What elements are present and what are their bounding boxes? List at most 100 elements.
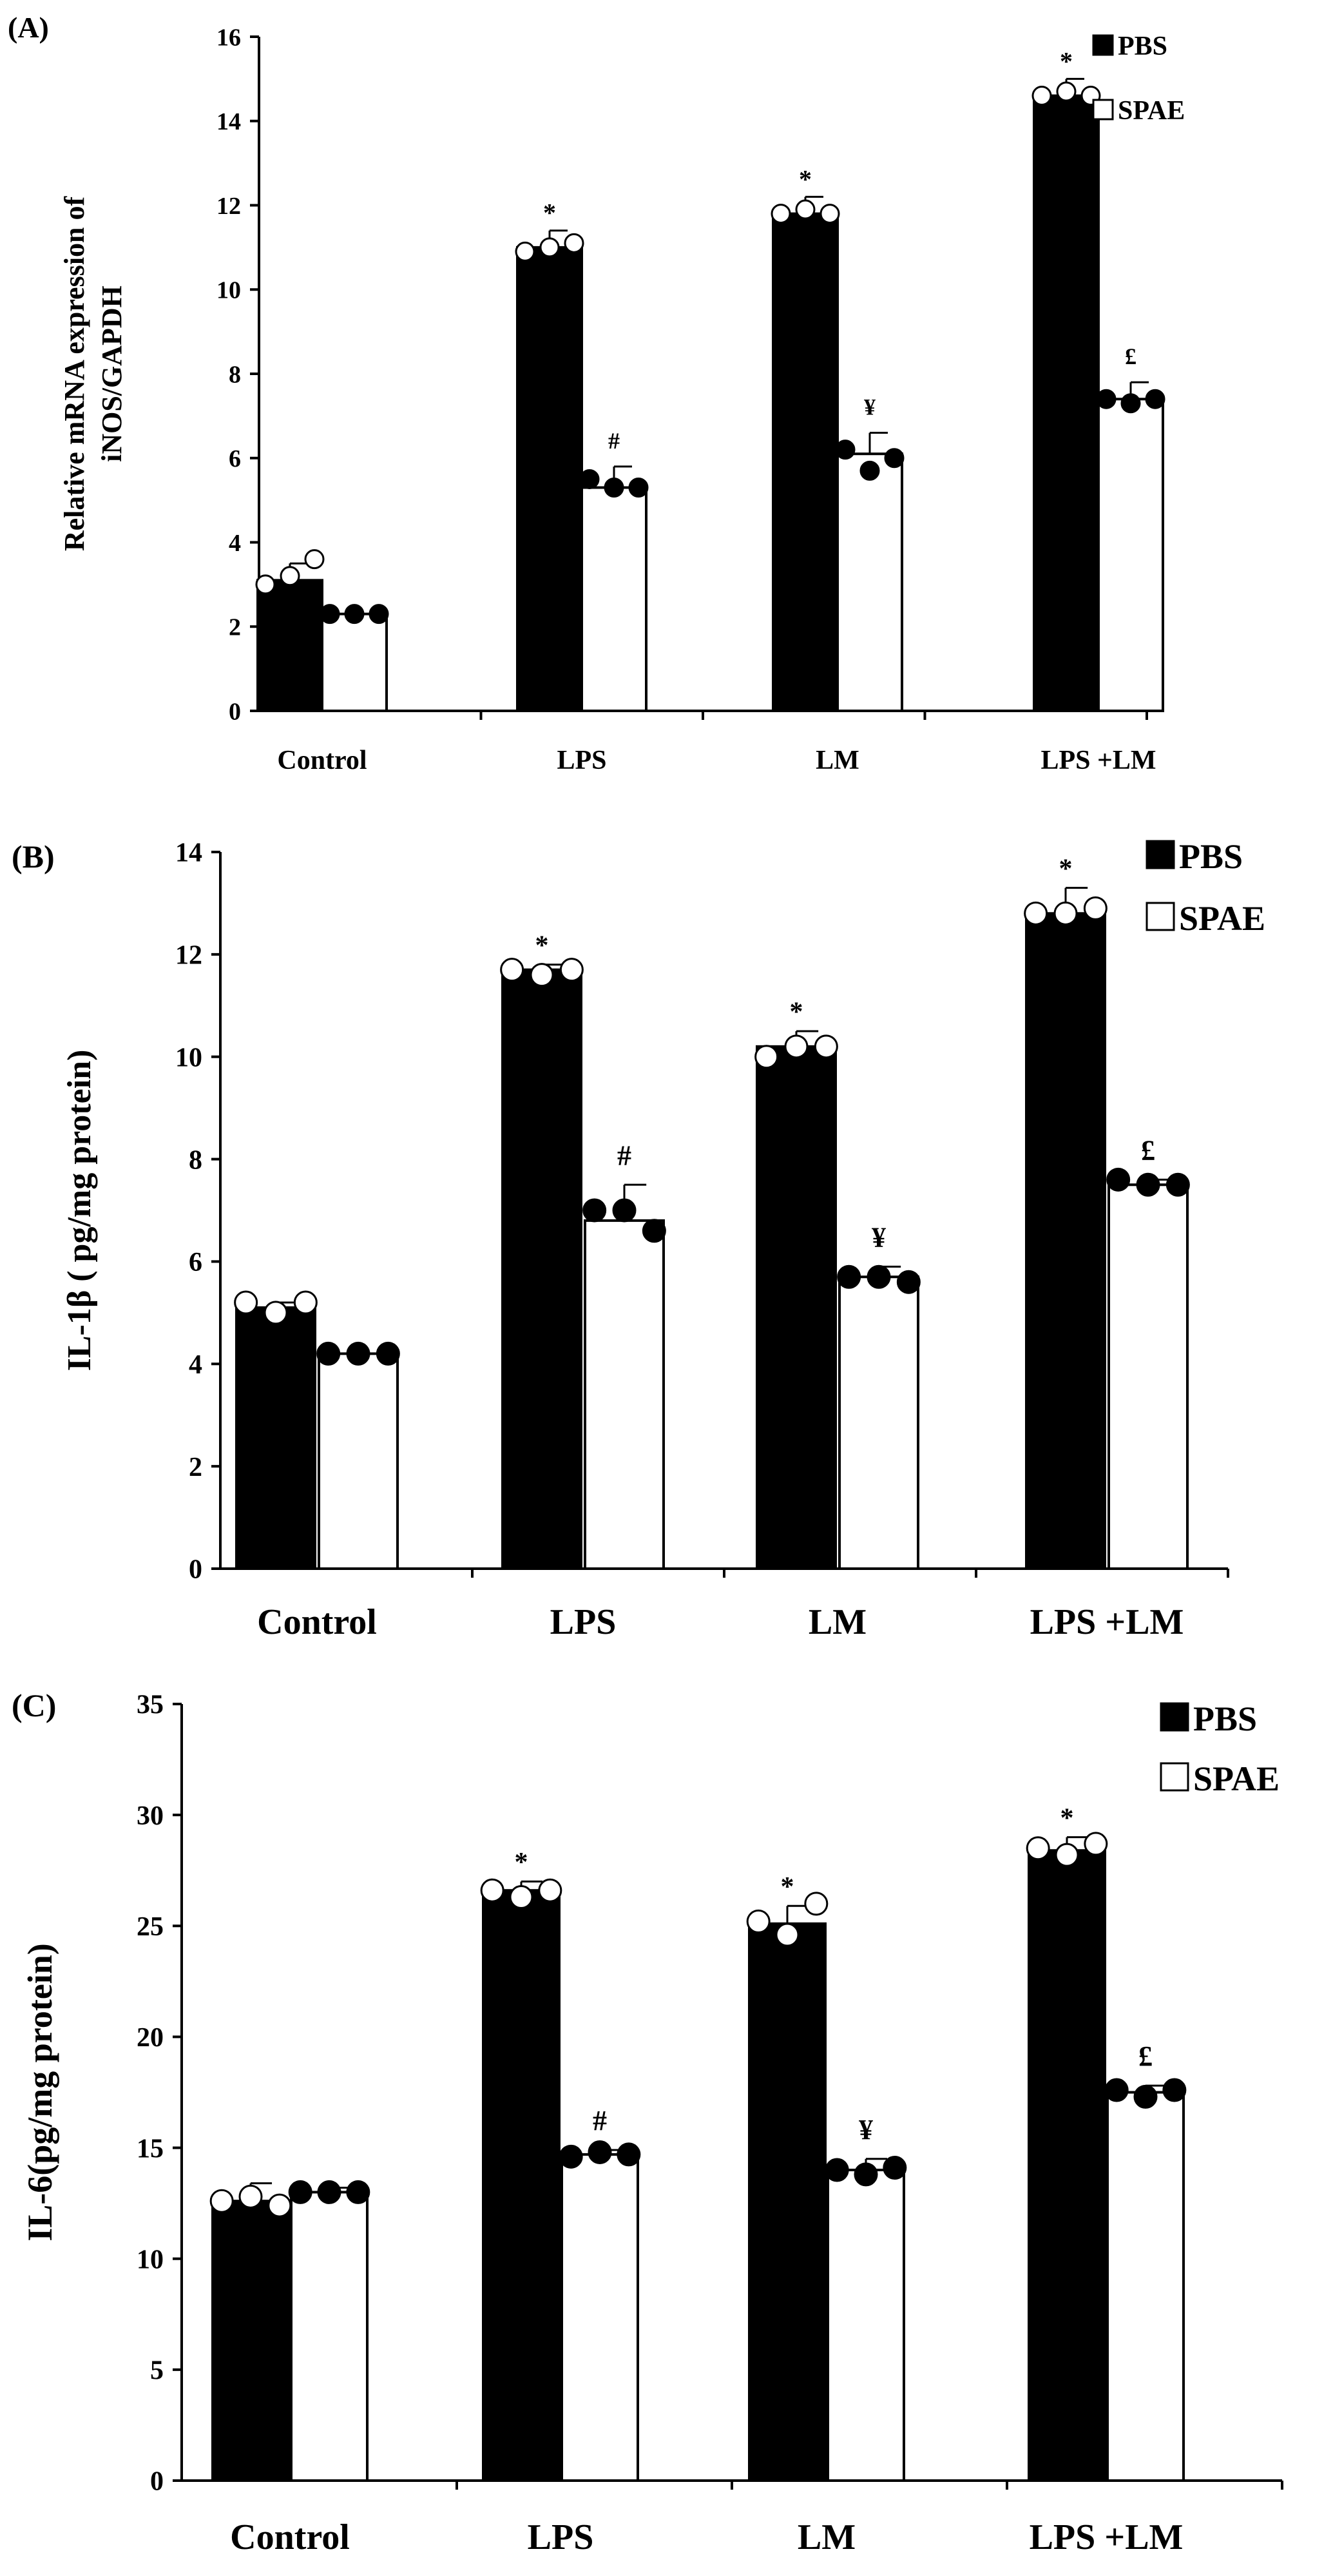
data-point: [820, 204, 840, 224]
y-axis-title-line: IL-1β ( pg/mg protein): [61, 1050, 98, 1371]
legend-label-spae: SPAE: [1118, 96, 1185, 126]
y-axis-title: IL-1β ( pg/mg protein): [61, 1050, 98, 1371]
data-point: [617, 2142, 641, 2167]
data-point: [280, 566, 300, 586]
bar-pbs: [748, 1922, 827, 2482]
data-point: [795, 199, 816, 220]
significance-mark: £: [1141, 1134, 1155, 1166]
x-category-label: Control: [230, 2517, 350, 2557]
data-point: [539, 237, 560, 258]
data-point: [1031, 86, 1052, 106]
y-tick-label: 10: [216, 277, 241, 304]
significance-mark: *: [1059, 854, 1073, 884]
y-tick-label: 10: [137, 2245, 164, 2274]
bar-pbs: [1025, 912, 1106, 1571]
data-point: [316, 1341, 341, 1366]
data-point: [369, 604, 389, 625]
y-axis-title-line: iNOS/GAPDH: [96, 286, 128, 462]
data-point: [209, 2189, 234, 2213]
data-point: [288, 2180, 312, 2204]
data-point: [376, 1341, 400, 1366]
bar-spae: [321, 612, 388, 713]
data-point: [854, 2162, 878, 2187]
data-point: [582, 1198, 607, 1223]
data-point: [1056, 81, 1077, 102]
significance-mark: ¥: [864, 394, 876, 420]
data-point: [480, 1878, 504, 1903]
legend-swatch-pbs: [1092, 34, 1114, 56]
y-tick-label: 30: [137, 1801, 164, 1831]
legend-label-pbs: PBS: [1179, 837, 1243, 876]
bar-spae: [580, 486, 647, 712]
data-point: [1053, 901, 1078, 925]
significance-mark: #: [608, 428, 620, 454]
x-category-label: LPS: [528, 2517, 594, 2557]
significance-mark: ¥: [859, 2114, 873, 2145]
data-point: [859, 460, 880, 481]
data-point: [754, 1045, 779, 1069]
significance-mark: *: [1060, 1803, 1074, 1833]
significance-mark: #: [617, 1139, 631, 1171]
data-point: [1104, 2078, 1129, 2102]
y-tick-label: 6: [189, 1248, 202, 1277]
y-axis-title-line: Relative mRNA expression of: [59, 195, 90, 551]
data-point: [1136, 1172, 1160, 1197]
y-tick-label: 2: [229, 614, 241, 641]
bar-spae: [584, 1219, 665, 1570]
data-point: [509, 1885, 533, 1910]
data-point: [579, 469, 600, 489]
data-point: [771, 204, 791, 224]
x-category-label: LM: [798, 2517, 856, 2557]
y-tick-label: 4: [229, 530, 241, 557]
y-tick-label: 0: [229, 698, 241, 725]
bar-spae: [561, 2153, 639, 2482]
y-tick-label: 8: [189, 1145, 202, 1175]
x-category-label: LPS +LM: [1041, 746, 1156, 775]
bar-spae: [290, 2191, 369, 2482]
bar-spae: [1097, 398, 1164, 712]
x-category-label: LPS +LM: [1030, 1602, 1184, 1642]
data-point: [775, 1922, 800, 1947]
data-point: [883, 2156, 907, 2180]
y-axis-title: IL-6(pg/mg protein): [21, 1943, 59, 2242]
y-tick-label: 5: [150, 2356, 164, 2386]
panel-label: (A): [8, 11, 49, 44]
y-tick-label: 4: [189, 1350, 202, 1380]
bar-spae: [318, 1352, 399, 1570]
data-point: [835, 440, 856, 460]
bar-pbs: [256, 579, 323, 713]
significance-mark: *: [543, 199, 556, 228]
legend-swatch-spae: [1092, 99, 1114, 121]
legend-label-pbs: PBS: [1193, 1700, 1257, 1738]
data-point: [346, 1341, 370, 1366]
significance-mark: *: [799, 164, 812, 193]
data-point: [559, 2144, 583, 2169]
data-point: [317, 2180, 341, 2204]
y-tick-label: 0: [189, 1555, 202, 1585]
data-point: [564, 233, 584, 253]
bar-spae: [1106, 2091, 1185, 2482]
panel-2: (B) IL-1β ( pg/mg protein) 0 2 4 6 8 10 12 14 Cont…: [12, 837, 1265, 1642]
panel-label: (B): [12, 838, 55, 875]
x-category-label: Control: [257, 1602, 377, 1642]
legend-label-spae: SPAE: [1193, 1759, 1280, 1798]
bar-pbs: [235, 1306, 316, 1571]
y-tick-label: 12: [216, 193, 241, 220]
legend-label-pbs: PBS: [1118, 32, 1167, 61]
data-point: [1055, 1843, 1079, 1867]
y-tick-label: 25: [137, 1912, 164, 1942]
significance-mark: #: [593, 2105, 607, 2136]
data-point: [1096, 389, 1117, 409]
bar-pbs: [772, 212, 839, 712]
panel-label: (C): [12, 1687, 56, 1723]
data-point: [264, 1301, 288, 1325]
data-point: [896, 1270, 921, 1294]
legend-swatch-pbs: [1160, 1702, 1189, 1732]
data-point: [1026, 1836, 1050, 1861]
data-point: [559, 958, 584, 982]
bar-pbs: [482, 1889, 561, 2482]
data-point: [1106, 1167, 1131, 1192]
data-point: [837, 1264, 861, 1289]
x-category-label: LPS: [550, 1602, 617, 1642]
